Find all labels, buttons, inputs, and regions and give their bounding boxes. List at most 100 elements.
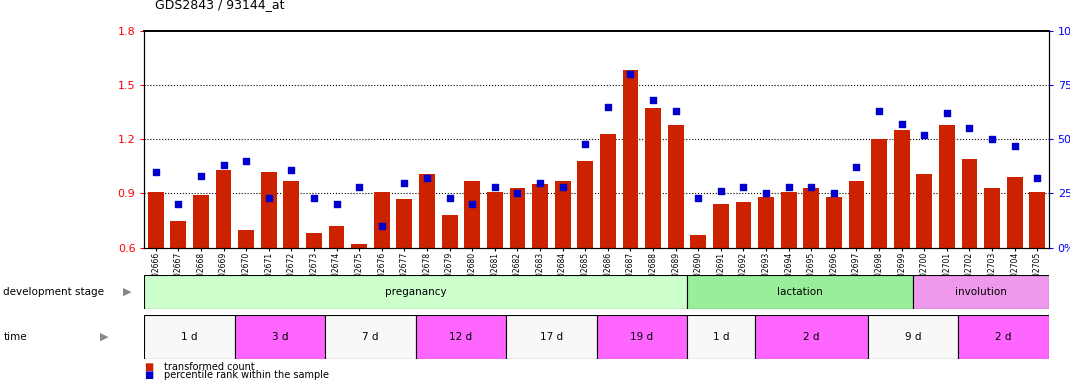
Bar bbox=[804, 188, 820, 248]
Point bbox=[463, 201, 480, 207]
Text: development stage: development stage bbox=[3, 287, 104, 297]
Point bbox=[825, 190, 842, 197]
Text: lactation: lactation bbox=[777, 287, 823, 297]
Bar bbox=[871, 139, 887, 248]
Bar bbox=[328, 226, 345, 248]
Text: 17 d: 17 d bbox=[539, 332, 563, 342]
Bar bbox=[759, 197, 774, 248]
Bar bbox=[148, 192, 164, 248]
Bar bbox=[419, 174, 434, 248]
Bar bbox=[754, 315, 868, 359]
Text: ▶: ▶ bbox=[100, 332, 108, 342]
Bar bbox=[261, 172, 277, 248]
Point bbox=[1028, 175, 1045, 181]
Text: 2 d: 2 d bbox=[802, 332, 820, 342]
Bar bbox=[868, 315, 959, 359]
Point bbox=[441, 195, 458, 201]
Point bbox=[758, 190, 775, 197]
Bar bbox=[284, 181, 300, 248]
Bar bbox=[849, 181, 865, 248]
Bar bbox=[959, 315, 1049, 359]
Point bbox=[690, 195, 707, 201]
Point bbox=[282, 167, 300, 173]
Point bbox=[193, 173, 210, 179]
Text: involution: involution bbox=[954, 287, 1007, 297]
Bar bbox=[144, 275, 687, 309]
Bar bbox=[597, 315, 687, 359]
Bar bbox=[170, 220, 186, 248]
Bar bbox=[826, 197, 842, 248]
Point bbox=[328, 201, 346, 207]
Point bbox=[148, 169, 165, 175]
Bar bbox=[373, 192, 389, 248]
Point bbox=[938, 110, 956, 116]
Point bbox=[532, 180, 549, 186]
Bar bbox=[306, 233, 322, 248]
Point bbox=[599, 104, 616, 110]
Bar bbox=[532, 184, 548, 248]
Text: ■: ■ bbox=[144, 370, 154, 380]
Point bbox=[554, 184, 571, 190]
Point bbox=[418, 175, 435, 181]
Bar bbox=[781, 192, 796, 248]
Bar bbox=[913, 275, 1049, 309]
Bar bbox=[144, 315, 235, 359]
Point bbox=[780, 184, 797, 190]
Text: percentile rank within the sample: percentile rank within the sample bbox=[164, 370, 328, 380]
Point bbox=[983, 136, 1000, 142]
Bar bbox=[962, 159, 977, 248]
Text: transformed count: transformed count bbox=[164, 362, 255, 372]
Bar bbox=[645, 108, 661, 248]
Text: 1 d: 1 d bbox=[182, 332, 198, 342]
Bar bbox=[193, 195, 209, 248]
Text: 3 d: 3 d bbox=[272, 332, 288, 342]
Bar bbox=[735, 202, 751, 248]
Text: preganancy: preganancy bbox=[385, 287, 446, 297]
Bar bbox=[416, 315, 506, 359]
Point bbox=[577, 141, 594, 147]
Point bbox=[373, 223, 391, 229]
Text: ■: ■ bbox=[144, 362, 154, 372]
Text: 1 d: 1 d bbox=[713, 332, 729, 342]
Text: GDS2843 / 93144_at: GDS2843 / 93144_at bbox=[155, 0, 285, 12]
Point bbox=[713, 188, 730, 194]
Bar bbox=[578, 161, 593, 248]
Bar bbox=[464, 181, 480, 248]
Point bbox=[238, 158, 255, 164]
Bar bbox=[216, 170, 231, 248]
Text: 12 d: 12 d bbox=[449, 332, 473, 342]
Bar bbox=[487, 192, 503, 248]
Bar bbox=[442, 215, 458, 248]
Point bbox=[961, 125, 978, 131]
Point bbox=[644, 97, 661, 103]
Point bbox=[509, 190, 526, 197]
Bar bbox=[668, 125, 684, 248]
Bar bbox=[690, 235, 706, 248]
Point bbox=[215, 162, 232, 168]
Bar bbox=[509, 188, 525, 248]
Text: ▶: ▶ bbox=[123, 287, 132, 297]
Bar bbox=[1007, 177, 1023, 248]
Bar bbox=[984, 188, 1000, 248]
Point bbox=[622, 71, 639, 77]
Text: 9 d: 9 d bbox=[905, 332, 921, 342]
Bar bbox=[554, 181, 570, 248]
Bar bbox=[939, 125, 954, 248]
Text: 7 d: 7 d bbox=[363, 332, 379, 342]
Bar bbox=[893, 130, 910, 248]
Bar bbox=[506, 315, 597, 359]
Bar bbox=[1029, 192, 1045, 248]
Bar bbox=[623, 71, 639, 248]
Point bbox=[305, 195, 322, 201]
Text: time: time bbox=[3, 332, 27, 342]
Point bbox=[735, 184, 752, 190]
Point bbox=[847, 164, 865, 170]
Point bbox=[170, 201, 187, 207]
Bar bbox=[687, 315, 754, 359]
Point bbox=[260, 195, 277, 201]
Text: 19 d: 19 d bbox=[630, 332, 654, 342]
Bar bbox=[713, 204, 729, 248]
Point bbox=[893, 121, 911, 127]
Point bbox=[351, 184, 368, 190]
Point bbox=[916, 132, 933, 138]
